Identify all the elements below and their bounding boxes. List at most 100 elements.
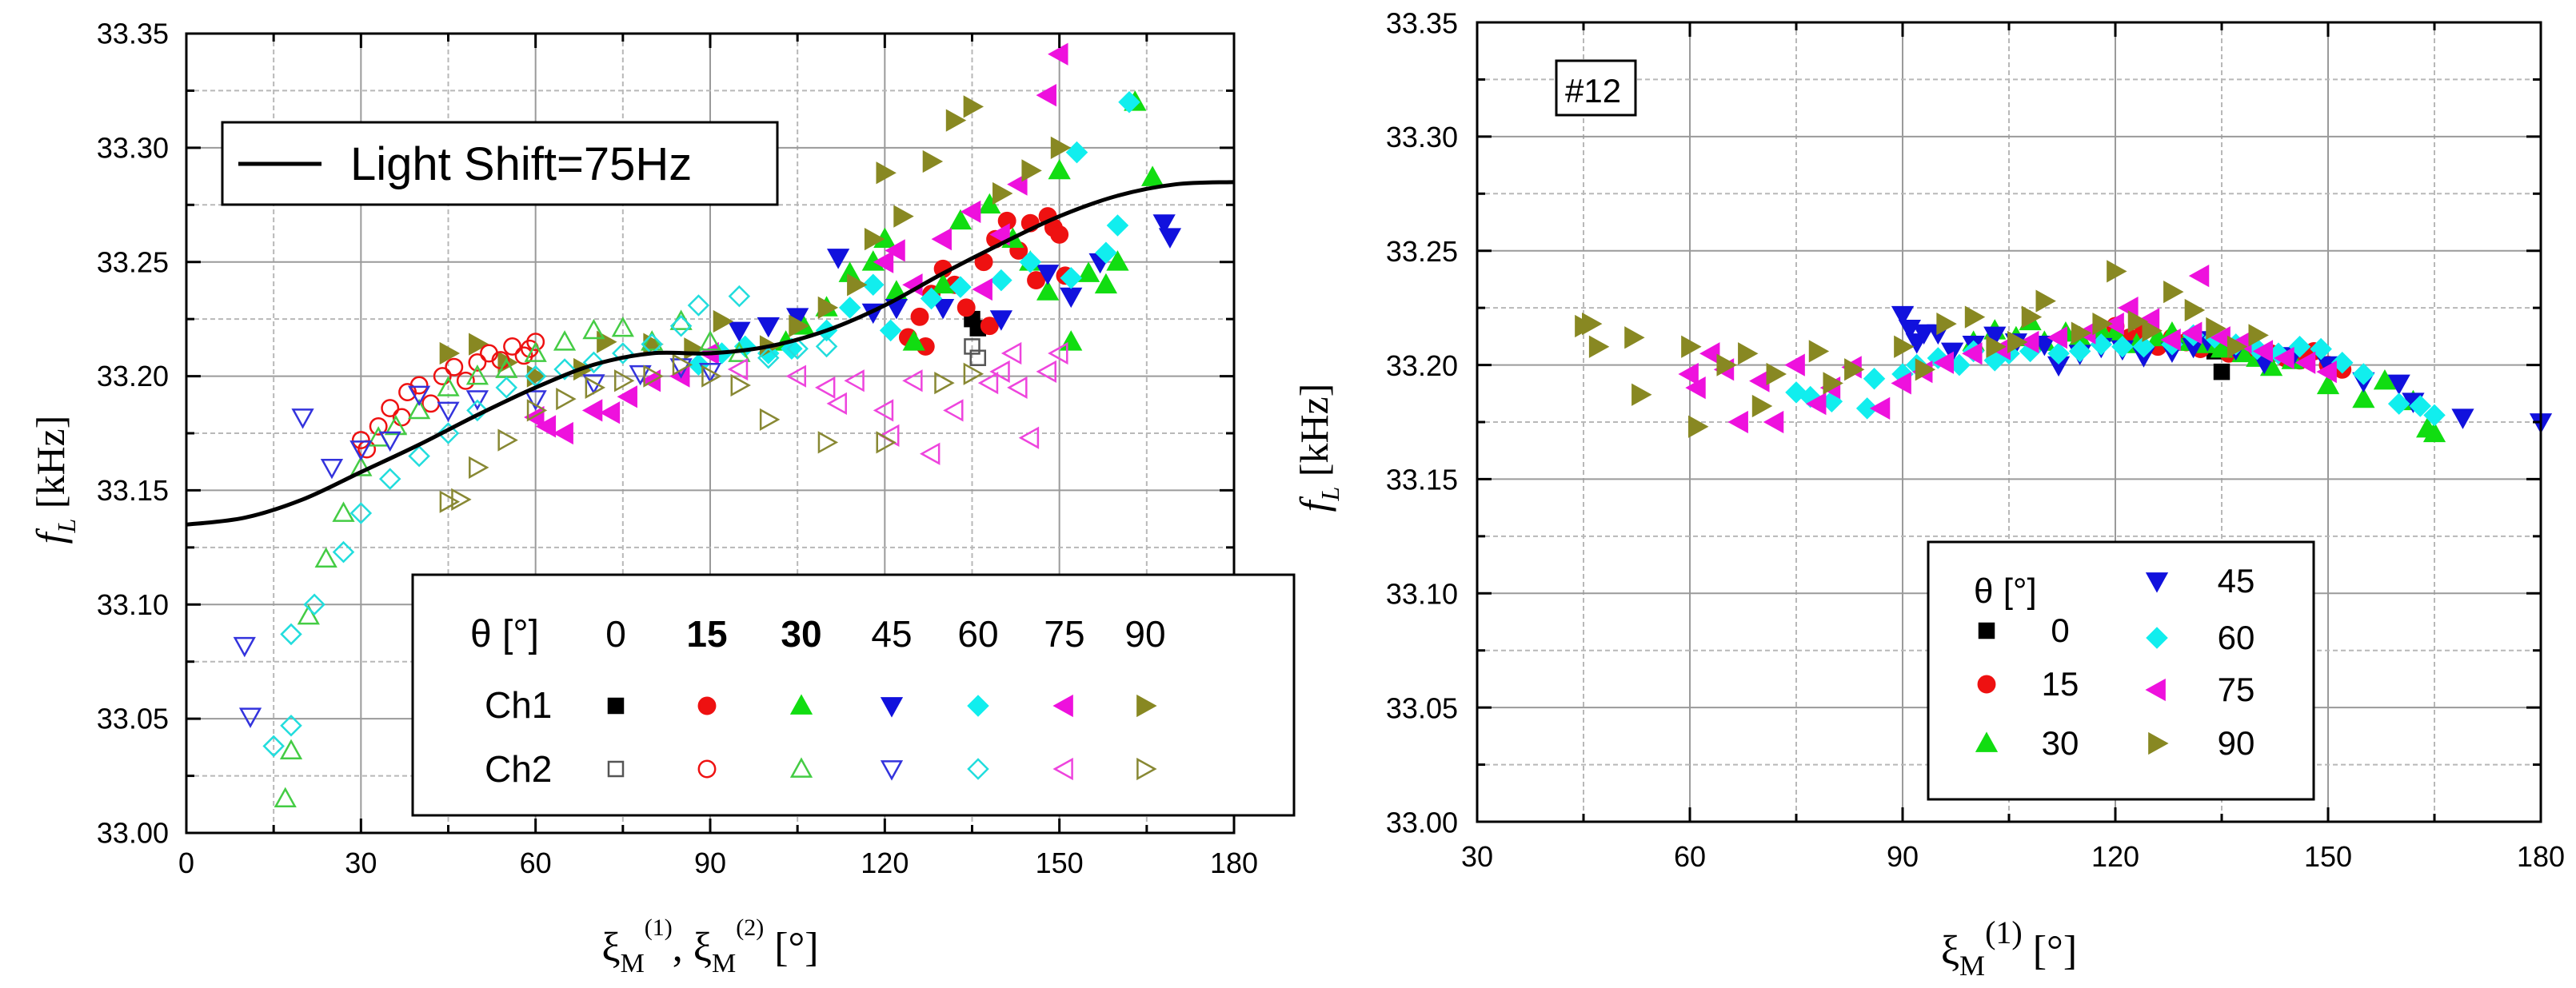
legend-angle-0: 0: [605, 613, 626, 655]
legend-marker-ch2: [880, 760, 904, 781]
data-point: [233, 636, 256, 658]
data-point: [728, 321, 751, 343]
data-point: [1751, 394, 1773, 418]
legend-row-ch2: Ch2: [485, 748, 552, 790]
angle-legend: θ [°] 0 15 30 45 60 75 90: [1927, 540, 2315, 801]
channel-legend: θ [°] Ch1 Ch2 0 15 30 45 60 75 90: [411, 573, 1296, 817]
data-point: [1095, 241, 1117, 265]
data-point: [1823, 372, 1843, 395]
data-point: [1588, 335, 1610, 358]
data-point: [2352, 363, 2375, 385]
data-point: [1048, 158, 1071, 180]
legend-angle-labels: 0 15 30 45 60 75 90: [605, 613, 1165, 655]
data-point: [931, 299, 955, 320]
legend-marker: [1978, 622, 1995, 639]
data-point: [990, 269, 1012, 292]
data-point: [640, 369, 661, 392]
data-point: [535, 415, 557, 438]
series-ch2-0: [964, 338, 987, 366]
data-point: [2451, 408, 2474, 429]
data-point: [815, 335, 838, 358]
legend-label-0: 0: [2051, 612, 2069, 649]
data-point: [698, 330, 722, 351]
legend-marker-ch1: [607, 697, 625, 715]
data-point: [351, 431, 370, 450]
data-point: [873, 250, 894, 273]
data-point: [274, 787, 297, 807]
legend-label-45: 45: [2218, 562, 2255, 600]
x-tick-label: 180: [2517, 840, 2565, 873]
data-point: [876, 431, 897, 454]
data-point: [1036, 84, 1056, 107]
left-data-points: [233, 42, 1182, 807]
data-point: [1048, 341, 1068, 365]
data-point: [1036, 280, 1060, 301]
data-point: [1685, 376, 1706, 400]
data-point: [1891, 372, 1911, 395]
data-point: [2007, 330, 2028, 354]
data-point: [582, 351, 605, 374]
data-point: [1050, 136, 1072, 159]
y-tick-label: 33.15: [1386, 464, 1458, 496]
data-point: [1021, 159, 1042, 182]
data-point: [922, 149, 944, 173]
legend-label-30: 30: [2042, 724, 2079, 762]
data-point: [280, 623, 302, 646]
data-point: [465, 364, 489, 385]
data-point: [980, 317, 999, 336]
y-tick-label: 33.20: [1386, 349, 1458, 382]
data-point: [2294, 351, 2316, 374]
data-point: [2213, 363, 2231, 380]
data-point: [873, 399, 894, 422]
data-point: [445, 357, 464, 376]
data-point: [989, 360, 1010, 383]
series-ch2-60: [262, 285, 838, 758]
data-point: [2352, 387, 2375, 408]
data-point: [728, 285, 751, 308]
data-point: [902, 330, 925, 351]
data-point: [349, 502, 373, 524]
data-point: [553, 421, 573, 445]
data-point: [1678, 362, 1699, 386]
data-point: [1060, 266, 1082, 289]
data-point: [526, 399, 548, 422]
data-point: [687, 294, 710, 317]
data-point: [759, 408, 781, 431]
right-plot-panel: 30 60 90 120 150 18033.0033.0533.1033.1533.20…: [1292, 6, 2565, 982]
data-point: [553, 330, 577, 351]
data-point: [585, 376, 606, 399]
data-point: [844, 369, 865, 392]
data-point: [1915, 358, 1936, 381]
data-point: [599, 401, 621, 424]
data-point: [2107, 260, 2127, 283]
data-point: [2206, 317, 2227, 340]
left-axis-ticks: 0 30 60 90 120 150 18033.0033.0533.1033.1533.2…: [97, 18, 1258, 879]
y-tick-label: 33.25: [1386, 235, 1458, 268]
data-point: [2142, 319, 2163, 342]
data-point: [437, 401, 460, 423]
data-point: [2274, 346, 2294, 370]
legend-marker-ch1: [1052, 694, 1073, 718]
data-point: [456, 371, 475, 390]
y-tick-label: 33.05: [1386, 691, 1458, 724]
data-point: [2047, 342, 2070, 365]
data-point: [701, 365, 722, 388]
legend-angle-90: 90: [1124, 613, 1165, 655]
data-point: [669, 314, 693, 337]
data-point: [969, 349, 987, 366]
data-point: [280, 714, 302, 737]
data-point: [1631, 383, 1652, 406]
legend-marker: [2145, 572, 2169, 593]
data-point: [2181, 321, 2203, 345]
legend-theta-header: θ [°]: [1974, 572, 2037, 611]
data-point: [332, 540, 355, 564]
x-tick-label: 60: [520, 847, 552, 879]
y-tick-label: 33.10: [1386, 578, 1458, 611]
data-point: [1050, 225, 1069, 244]
data-point: [1940, 342, 1964, 364]
data-point: [2316, 361, 2337, 384]
data-point: [920, 287, 943, 310]
data-point: [727, 357, 749, 381]
legend-marker-ch1: [1136, 694, 1157, 718]
data-point: [262, 735, 285, 758]
